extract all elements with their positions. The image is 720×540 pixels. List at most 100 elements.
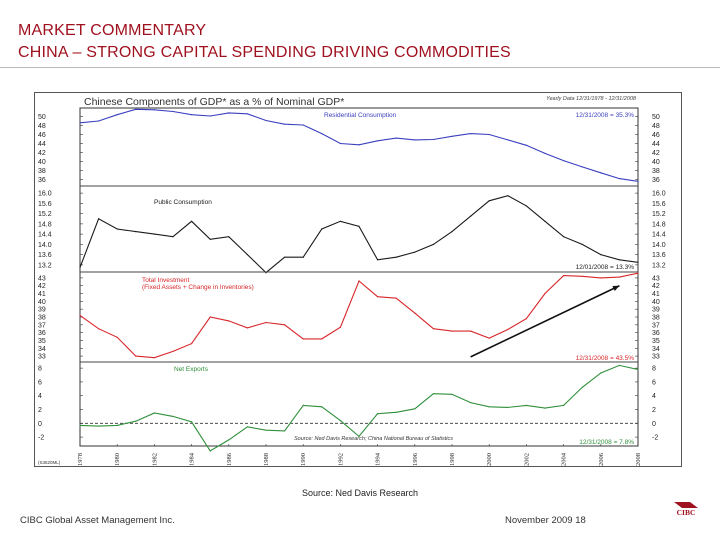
data-point xyxy=(358,144,360,146)
data-point xyxy=(79,266,81,268)
data-point xyxy=(135,355,137,357)
data-point xyxy=(563,236,565,238)
end-value-label: 12/31/2008 = 7.8% xyxy=(579,439,634,446)
data-point xyxy=(432,328,434,330)
data-point xyxy=(246,426,248,428)
data-point xyxy=(414,408,416,410)
data-point xyxy=(321,133,323,135)
footer-date: November 2009 xyxy=(505,515,573,526)
data-point xyxy=(470,330,472,332)
data-point xyxy=(618,178,621,180)
y-tick-label-left: 14.0 xyxy=(38,242,52,249)
y-tick-label-right: 43 xyxy=(652,275,660,282)
trend-arrow-head xyxy=(612,285,620,291)
data-point xyxy=(79,122,81,124)
y-tick-label-right: 34 xyxy=(652,346,660,353)
y-tick-label-left: 15.2 xyxy=(38,211,52,218)
end-value-label: 12/01/2008 = 13.3% xyxy=(576,264,635,271)
y-tick-label-right: -2 xyxy=(652,435,658,442)
y-tick-label-left: 41 xyxy=(38,291,46,298)
chart-source-annotation: Source: Ned Davis Research; China Nation… xyxy=(294,436,453,442)
data-point xyxy=(302,404,304,406)
data-point xyxy=(507,139,509,141)
x-tick-label: 2000 xyxy=(486,453,493,466)
data-point xyxy=(432,393,434,395)
data-point xyxy=(135,231,137,233)
y-tick-label-right: 36 xyxy=(652,177,660,184)
data-point xyxy=(637,272,639,274)
title-divider xyxy=(0,67,720,68)
y-tick-label-right: 38 xyxy=(652,315,660,322)
y-tick-label-left: 37 xyxy=(38,322,46,329)
data-point xyxy=(153,109,155,111)
data-point xyxy=(191,421,193,423)
slide-title-line2: CHINA – STRONG CAPITAL SPENDING DRIVING … xyxy=(18,44,511,61)
y-tick-label-right: 39 xyxy=(652,307,660,314)
x-tick-label: 1980 xyxy=(114,453,121,466)
y-tick-label-left: 13.6 xyxy=(38,252,52,259)
data-point xyxy=(79,424,81,426)
x-tick-label: 1998 xyxy=(449,453,456,466)
y-tick-label-right: 40 xyxy=(652,299,660,306)
y-tick-label-left: 43 xyxy=(38,275,46,282)
slide-title-line1: MARKET COMMENTARY xyxy=(18,22,207,39)
source-note: Source: Ned Davis Research xyxy=(301,488,419,498)
data-point xyxy=(377,140,379,142)
data-point xyxy=(321,228,323,230)
x-tick-label: 1984 xyxy=(189,452,196,466)
data-point xyxy=(228,236,230,238)
data-point xyxy=(265,321,267,324)
data-point xyxy=(600,277,602,279)
y-tick-label-right: 14.4 xyxy=(652,232,666,239)
y-tick-label-right: 15.2 xyxy=(652,211,666,218)
data-point xyxy=(339,142,341,145)
data-point xyxy=(470,133,472,135)
data-point xyxy=(544,407,546,409)
data-point xyxy=(153,357,155,359)
y-tick-label-left: 36 xyxy=(38,177,46,184)
y-tick-label-left: 13.2 xyxy=(38,262,52,269)
data-point xyxy=(488,337,490,339)
data-point xyxy=(488,200,490,202)
data-point xyxy=(637,180,639,182)
chart-footnote: (S3620ML) xyxy=(38,460,61,465)
data-point xyxy=(135,108,137,110)
y-tick-label-left: 15.6 xyxy=(38,201,52,208)
data-point xyxy=(265,119,267,122)
data-point xyxy=(153,233,155,235)
y-tick-label-left: 34 xyxy=(38,346,46,353)
data-point xyxy=(246,113,248,115)
data-point xyxy=(246,254,248,256)
data-point xyxy=(116,114,118,116)
data-point xyxy=(544,220,546,222)
x-tick-label: 1986 xyxy=(226,452,233,466)
data-point xyxy=(525,144,527,146)
y-tick-label-right: 15.6 xyxy=(652,201,666,208)
data-point xyxy=(284,256,286,258)
x-tick-label: 2002 xyxy=(523,453,530,466)
y-tick-label-right: 46 xyxy=(652,132,660,139)
data-point xyxy=(191,220,193,222)
data-point xyxy=(525,404,527,406)
x-tick-label: 2008 xyxy=(635,453,642,466)
data-point xyxy=(544,152,546,154)
y-tick-label-left: 35 xyxy=(38,338,46,345)
data-point xyxy=(153,412,155,414)
data-point xyxy=(581,386,583,388)
y-tick-label-left: 44 xyxy=(38,141,46,148)
data-point xyxy=(507,195,509,197)
data-point xyxy=(358,225,360,227)
data-point xyxy=(451,231,453,233)
y-tick-label-right: 2 xyxy=(652,407,656,414)
data-point xyxy=(600,254,602,256)
chart-subtitle: Yearly Data 12/31/1978 - 12/31/2008 xyxy=(546,96,637,102)
data-point xyxy=(414,312,416,314)
data-point xyxy=(377,296,379,298)
data-point xyxy=(191,114,193,116)
y-tick-label-right: 40 xyxy=(652,159,660,166)
y-tick-label-left: 38 xyxy=(38,168,46,175)
y-tick-label-left: 40 xyxy=(38,159,46,166)
y-tick-label-right: 8 xyxy=(652,366,656,373)
y-tick-label-right: 42 xyxy=(652,150,660,157)
data-point xyxy=(98,218,100,220)
